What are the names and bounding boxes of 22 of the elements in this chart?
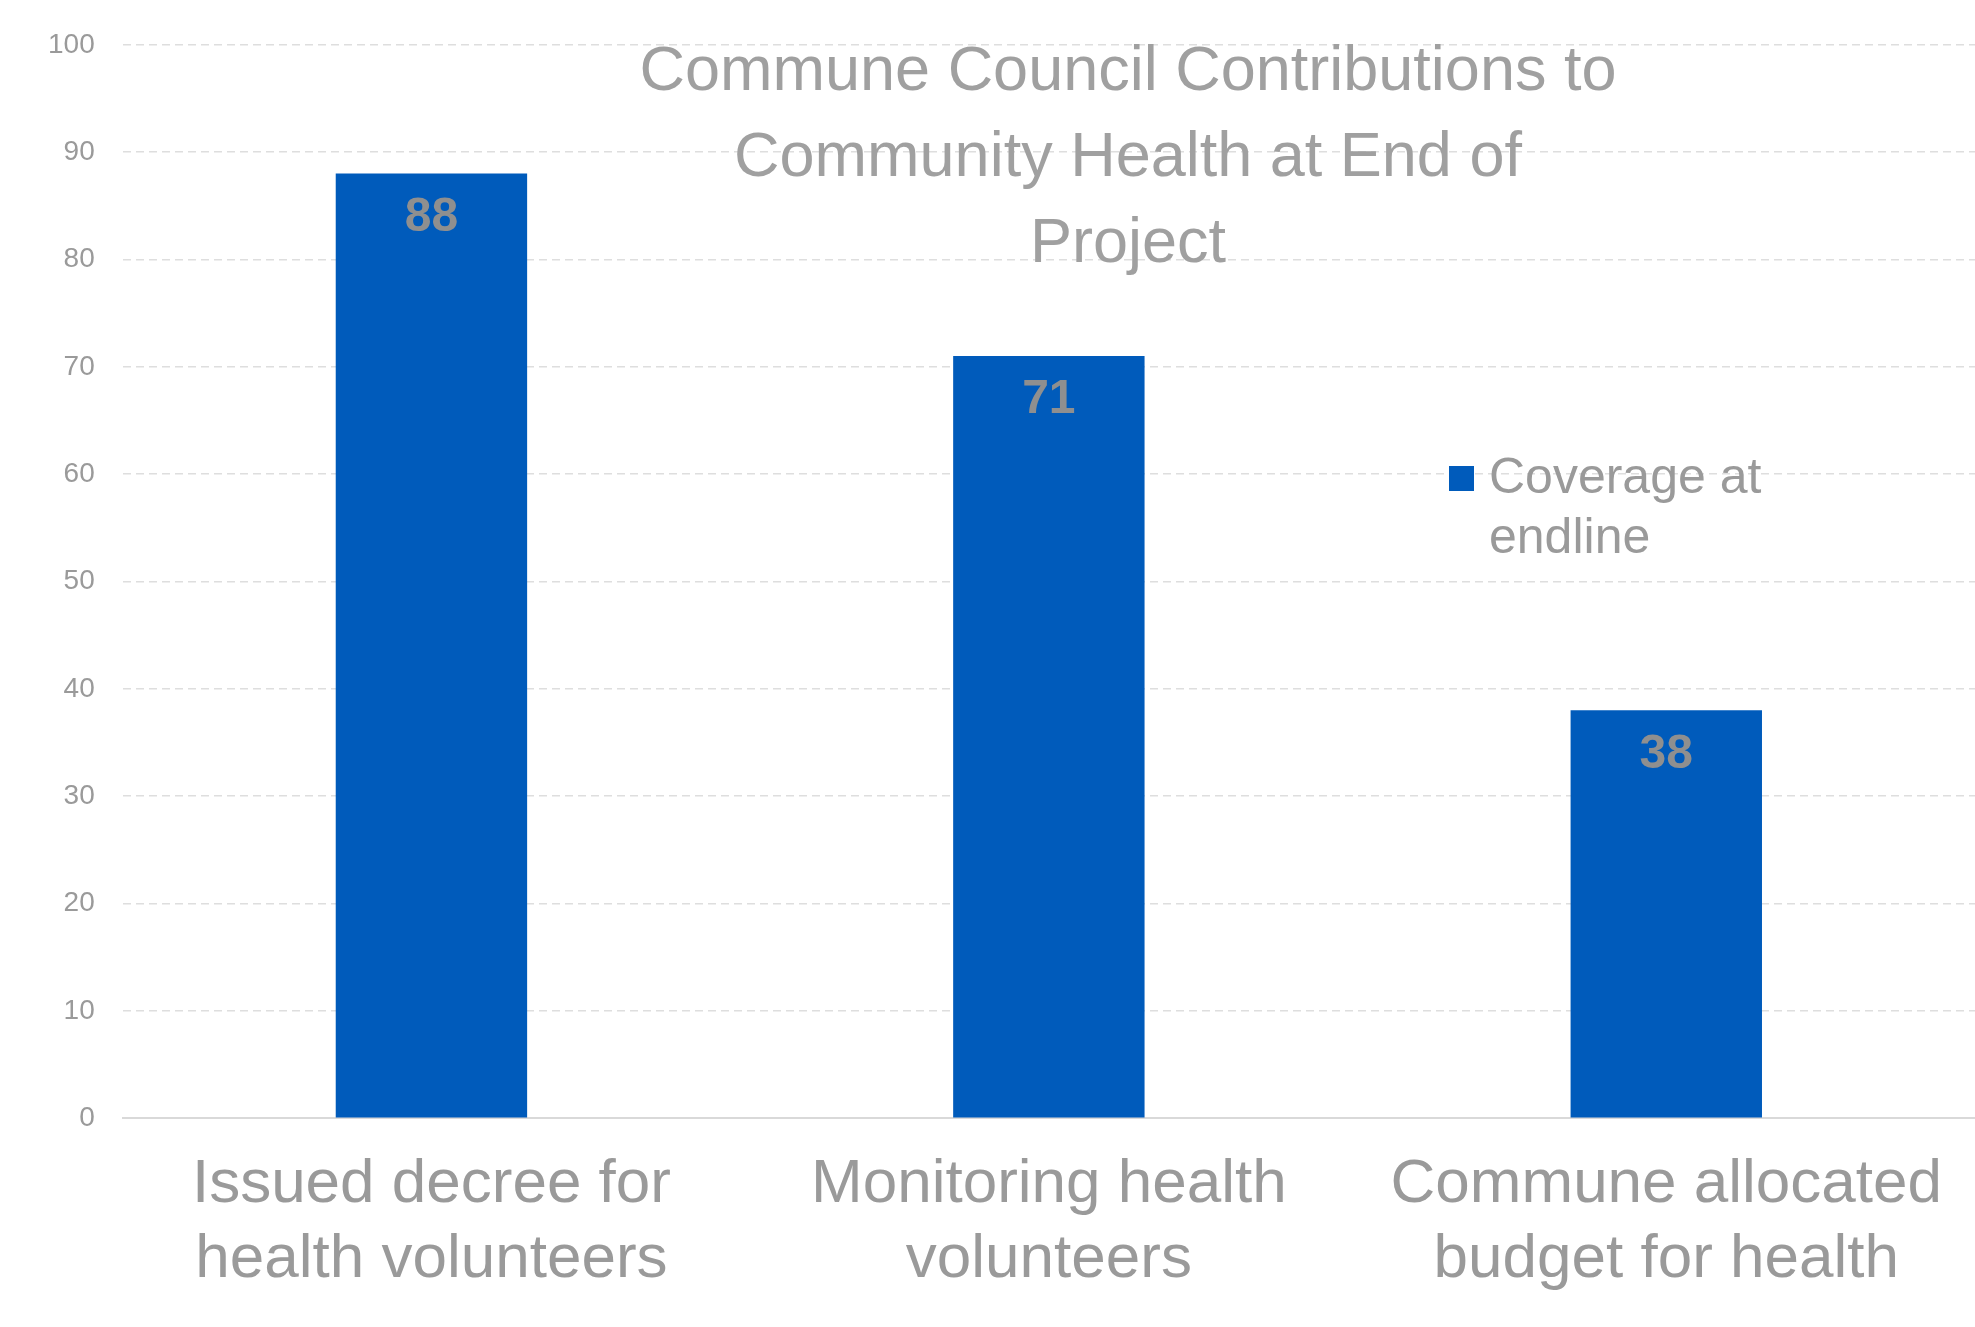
data-label: 71	[1022, 370, 1076, 424]
y-tick-label: 70	[63, 349, 95, 381]
y-tick-label: 30	[63, 778, 95, 810]
y-tick-label: 40	[63, 671, 95, 703]
data-label: 88	[404, 187, 459, 241]
bar	[953, 356, 1145, 1118]
x-tick-label: Commune allocated budget for health	[1390, 1146, 1942, 1290]
bar	[335, 173, 528, 1118]
x-tick-label: Issued decree for health volunteers	[191, 1146, 671, 1290]
data-label: 38	[1639, 724, 1693, 778]
y-tick-label: 0	[79, 1100, 95, 1132]
x-tick-label: Monitoring health volunteers	[811, 1146, 1287, 1290]
y-tick-label: 50	[63, 564, 95, 596]
legend-label: Coverage at endline	[1489, 447, 1762, 564]
y-tick-label: 10	[63, 993, 95, 1025]
y-tick-label: 20	[63, 886, 95, 918]
y-tick-label: 60	[63, 456, 95, 488]
y-tick-label: 90	[63, 134, 95, 166]
y-tick-label: 80	[63, 242, 95, 274]
text: Commune Council Contributions to Community Health at End of Project	[639, 33, 1617, 276]
y-tick-label: 100	[48, 27, 95, 59]
bar	[1570, 710, 1762, 1118]
